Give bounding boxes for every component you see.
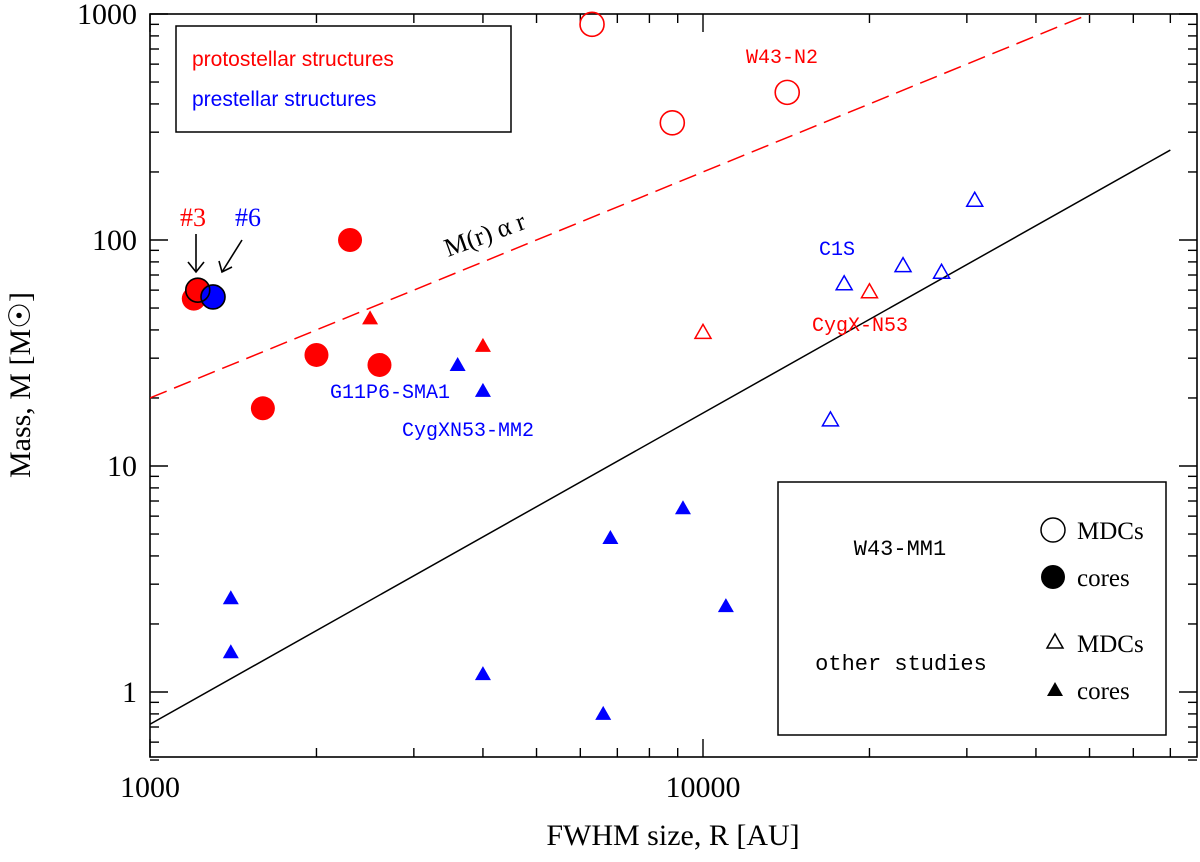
label-c1s: C1S (819, 239, 855, 262)
plot-frame (149, 13, 1198, 758)
legend-other-mdcs: MDCs (1077, 631, 1144, 658)
core-triangle-marker (602, 530, 619, 545)
line-label: M(r) α r (440, 206, 530, 262)
core-triangle-marker (222, 644, 239, 659)
legend-mdc-triangle-icon (1045, 632, 1065, 649)
label-g11p6-sma1: G11P6-SMA1 (330, 382, 450, 405)
legend-other-cores: cores (1077, 678, 1130, 705)
mdc-triangle-marker (893, 256, 913, 273)
tick-labels: 1000 10000 1 10 100 1000 (77, 0, 741, 804)
core-triangle-marker (449, 356, 466, 371)
core-circle-marker (250, 396, 275, 421)
mdc-triangle-marker (834, 274, 854, 291)
data-markers (181, 11, 985, 720)
mdc-circle-marker (774, 79, 801, 106)
legend-mdc-circle-icon (1040, 517, 1066, 543)
mdc-circle-marker (659, 110, 686, 136)
x-tick-label: 10000 (666, 771, 741, 804)
legend-w43-mdcs: MDCs (1077, 518, 1144, 545)
mdc-triangle-marker (932, 262, 951, 279)
core-triangle-marker (717, 598, 734, 613)
core-triangle-marker (474, 666, 491, 681)
trend-lines (150, 14, 1171, 725)
y-axis-label: Mass, M [M☉] (4, 292, 37, 478)
solid-line (150, 149, 1171, 725)
arrow-core-3 (187, 234, 205, 274)
mdc-triangle-marker (860, 282, 879, 299)
legend-core-circle-icon (1041, 565, 1065, 589)
axis-ticks (149, 13, 1197, 761)
y-tick-label: 100 (92, 224, 137, 257)
core-triangle-marker (474, 337, 491, 352)
label-core-3: #3 (180, 203, 206, 232)
x-tick-label: 1000 (120, 771, 180, 804)
core-triangle-marker (595, 705, 612, 720)
arrow-core-6 (218, 239, 243, 274)
legend-core-triangle-icon (1047, 682, 1063, 696)
label-cygxn53-mm2: CygXN53-MM2 (402, 420, 534, 443)
core-triangle-marker (362, 310, 379, 325)
y-tick-label: 10 (107, 450, 137, 483)
label-core-6: #6 (235, 203, 261, 232)
core-triangle-marker (222, 590, 239, 605)
core-circle-marker (338, 228, 363, 252)
legend-w43-cores: cores (1077, 565, 1130, 592)
legend-structures: protostellar structures prestellar struc… (175, 25, 512, 133)
core-circle-marker (367, 352, 392, 377)
legend-markers: W43-MM1 other studies MDCs cores MDCs co… (777, 481, 1167, 736)
legend-group-other: other studies (815, 652, 987, 677)
mdc-circle-marker (579, 11, 605, 38)
label-cygx-n53: CygX-N53 (812, 315, 908, 338)
mdc-triangle-marker (965, 190, 985, 207)
dashed-line-m-proportional-r (150, 14, 1090, 399)
legend-protostellar: protostellar structures (192, 48, 394, 71)
core-triangle-marker (674, 500, 691, 515)
mdc-triangle-marker (693, 322, 713, 340)
highlight-ring-core-3 (184, 277, 211, 303)
y-tick-label: 1 (122, 676, 137, 709)
label-w43-n2: W43-N2 (746, 47, 818, 70)
mdc-triangle-marker (821, 410, 840, 427)
legend-group-w43: W43-MM1 (854, 537, 946, 562)
x-axis-label: FWHM size, R [AU] (546, 819, 799, 852)
y-tick-label: 1000 (77, 0, 137, 31)
core-circle-marker (304, 342, 329, 367)
highlight-ring-core-6 (200, 284, 226, 310)
legend-prestellar: prestellar structures (192, 88, 376, 111)
core-circle-marker (201, 284, 226, 309)
core-triangle-marker (474, 382, 491, 397)
